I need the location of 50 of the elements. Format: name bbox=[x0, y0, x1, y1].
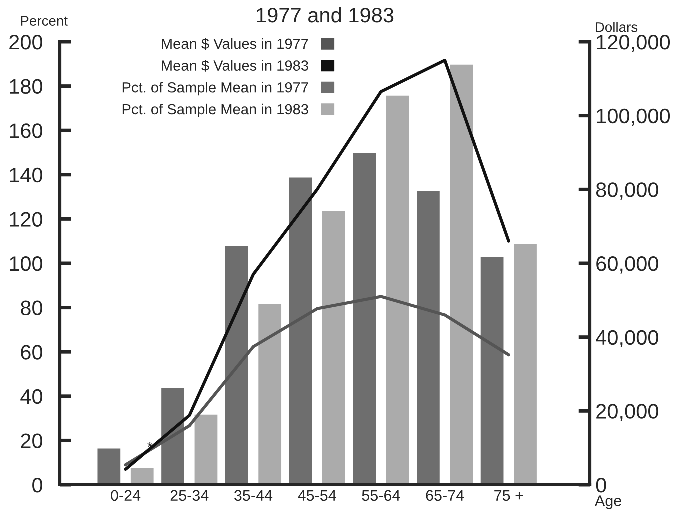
y-tick-label: 160 bbox=[10, 124, 43, 138]
x-tick-label: 45-54 bbox=[298, 490, 336, 502]
bar bbox=[130, 466, 156, 485]
legend-label: Mean $ Values in 1977 bbox=[162, 38, 308, 50]
bar bbox=[448, 63, 474, 485]
bar bbox=[512, 242, 538, 485]
bar bbox=[160, 386, 186, 485]
legend-label: Mean $ Values in 1983 bbox=[162, 60, 308, 72]
bar bbox=[224, 245, 250, 485]
y-tick-label: 100 bbox=[10, 256, 43, 272]
y2-axis-title: Dollars bbox=[596, 22, 638, 32]
line-series bbox=[124, 295, 510, 467]
bar bbox=[193, 413, 220, 485]
x-tick-label: 35-44 bbox=[234, 490, 273, 502]
y-tick-label: 120 bbox=[10, 212, 43, 227]
y-tick-label: 0 bbox=[32, 478, 43, 493]
line-series bbox=[124, 58, 510, 472]
y-tick-label: 140 bbox=[10, 168, 43, 183]
bar bbox=[479, 256, 506, 485]
y2-tick-label: 0 bbox=[596, 478, 606, 493]
bar bbox=[288, 176, 314, 485]
y2-tick-label: 20,000 bbox=[596, 404, 658, 422]
x-axis-title: Age bbox=[594, 496, 622, 510]
bar bbox=[321, 210, 347, 485]
x-tick-label: 65-74 bbox=[426, 490, 464, 502]
bar bbox=[416, 190, 442, 485]
legend-label: Pct. of Sample Mean in 1983 bbox=[122, 104, 308, 118]
y2-tick-label: 100,000 bbox=[597, 108, 670, 126]
y2-tick-label: 120,000 bbox=[597, 35, 670, 52]
bar bbox=[352, 152, 378, 485]
y2-tick-label: 60,000 bbox=[596, 256, 658, 274]
x-tick-label: 0-24 bbox=[111, 490, 141, 502]
bar bbox=[384, 94, 411, 485]
y-tick-label: 80 bbox=[21, 300, 43, 316]
y2-tick-label: 80,000 bbox=[596, 182, 658, 200]
legend-label: Pct. of Sample Mean in 1977 bbox=[122, 82, 308, 96]
x-tick-label: 55-64 bbox=[362, 490, 400, 502]
y2-tick-label: 40,000 bbox=[596, 330, 658, 348]
bar bbox=[257, 302, 283, 485]
y-tick-label: 200 bbox=[10, 35, 43, 50]
y-tick-label: 60 bbox=[21, 345, 43, 360]
y-tick-label: 20 bbox=[21, 434, 43, 448]
chart-title: 1977 and 1983 bbox=[257, 7, 394, 23]
bar bbox=[96, 447, 122, 485]
y-tick-label: 180 bbox=[10, 79, 43, 94]
y-tick-label: 40 bbox=[20, 389, 43, 404]
annotation: * bbox=[148, 442, 153, 448]
x-tick-label: 25-34 bbox=[170, 490, 209, 502]
y-axis-title: Percent bbox=[21, 16, 68, 26]
x-tick-label: 75 + bbox=[494, 490, 524, 502]
